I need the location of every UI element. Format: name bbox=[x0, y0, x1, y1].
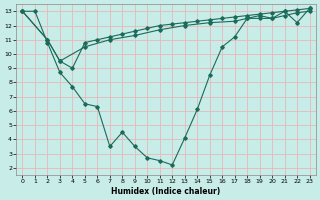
X-axis label: Humidex (Indice chaleur): Humidex (Indice chaleur) bbox=[111, 187, 221, 196]
